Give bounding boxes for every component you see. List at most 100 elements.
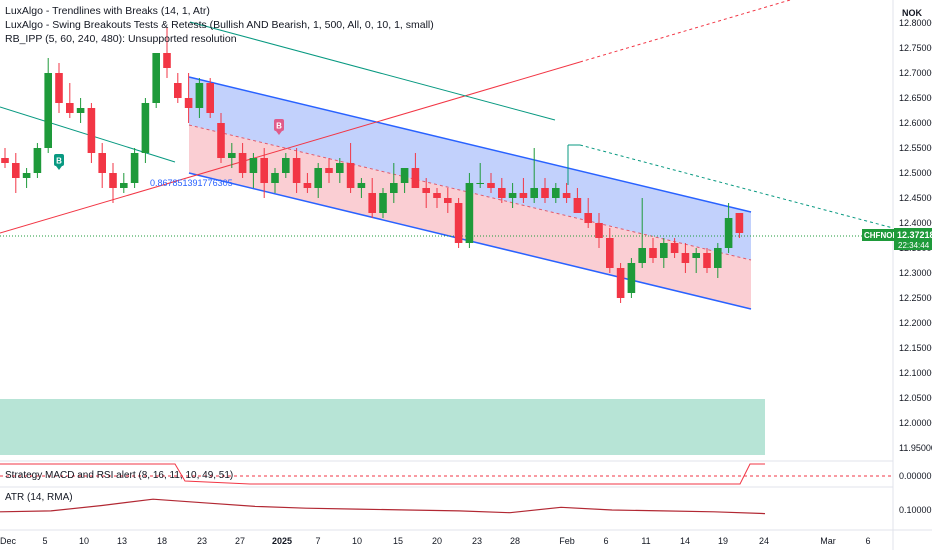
- candle-body: [552, 188, 560, 198]
- bullish-break-marker-pointer: [56, 166, 62, 170]
- candle-body: [174, 83, 182, 98]
- candle-body: [55, 73, 63, 103]
- candle-body: [217, 123, 225, 158]
- time-tick-label: 6: [865, 536, 870, 546]
- candle-body: [606, 238, 614, 268]
- price-badge-bg: [894, 228, 932, 250]
- candle-body: [530, 188, 538, 198]
- price-tick-label: 12.30000: [899, 268, 932, 278]
- candle-body: [66, 103, 74, 113]
- price-tick-label: 12.25000: [899, 293, 932, 303]
- time-tick-label: 2025: [272, 536, 292, 546]
- candle-body: [465, 183, 474, 243]
- candle-body: [692, 253, 700, 258]
- indicator-legend-swing[interactable]: LuxAlgo - Swing Breakouts Tests & Retest…: [5, 19, 434, 31]
- trendline-support-extension: [579, 0, 791, 63]
- candle-body: [314, 168, 322, 188]
- price-tick-label: 12.00000: [899, 418, 932, 428]
- candle-body: [33, 148, 42, 173]
- price-tick-label: 12.55000: [899, 143, 932, 153]
- candle-body: [660, 243, 668, 258]
- time-tick-label: 10: [352, 536, 362, 546]
- indicator-legend-trendlines[interactable]: LuxAlgo - Trendlines with Breaks (14, 1,…: [5, 5, 210, 17]
- time-tick-label: Feb: [559, 536, 575, 546]
- time-tick-label: 18: [157, 536, 167, 546]
- atr-axis-label: 0.10000: [899, 505, 932, 515]
- candle-body: [152, 53, 160, 103]
- candle-body: [584, 213, 592, 223]
- candle-body: [595, 223, 603, 238]
- price-tick-label: 12.05000: [899, 393, 932, 403]
- time-tick-label: 19: [718, 536, 728, 546]
- time-tick-label: 11: [641, 536, 650, 546]
- candle-body: [703, 253, 711, 268]
- price-tick-label: 11.95000: [899, 443, 932, 453]
- candle-body: [562, 193, 571, 198]
- candle-body: [433, 193, 441, 198]
- price-tick-label: 12.10000: [899, 368, 932, 378]
- time-tick-label: 24: [759, 536, 769, 546]
- candle-body: [228, 153, 236, 158]
- bearish-break-marker-bg: [274, 119, 284, 131]
- candle-body: [573, 198, 582, 213]
- candle-body: [282, 158, 290, 173]
- macd-pane-legend[interactable]: Strategy MACD and RSI alert (8, 16, 11, …: [5, 470, 234, 481]
- candle-body: [411, 168, 420, 188]
- candle-body: [12, 163, 20, 178]
- candle-body: [120, 183, 128, 188]
- candle-body: [498, 188, 506, 198]
- price-tick-label: 12.45000: [899, 193, 932, 203]
- price-tick-label: 12.15000: [899, 343, 932, 353]
- candle-body: [1, 158, 9, 163]
- candle-body: [336, 163, 344, 173]
- candle-body: [98, 153, 106, 173]
- candle-body: [541, 188, 549, 198]
- candle-body: [487, 183, 495, 188]
- candle-body: [292, 158, 301, 183]
- candle-body: [724, 218, 733, 248]
- atr-pane-legend[interactable]: ATR (14, RMA): [5, 492, 73, 503]
- candle-body: [508, 193, 517, 198]
- candle-body: [649, 248, 657, 258]
- candle-body: [22, 173, 31, 178]
- candle-body: [454, 203, 463, 243]
- channel-upper-line: [188, 76, 752, 213]
- candle-body: [616, 268, 625, 298]
- time-tick-label: 23: [472, 536, 482, 546]
- candle-body: [303, 183, 312, 188]
- candle-body: [163, 53, 171, 68]
- candle-body: [368, 193, 376, 213]
- time-tick-label: 23: [197, 536, 207, 546]
- candle-body: [109, 173, 117, 188]
- candle-body: [325, 168, 333, 173]
- candle-body: [670, 243, 679, 253]
- trendline-support-solid: [0, 61, 581, 234]
- candle-body: [141, 103, 150, 153]
- indicator-legend-rbipp[interactable]: RB_IPP (5, 60, 240, 480): Unsupported re…: [5, 33, 237, 45]
- time-tick-label: 28: [510, 536, 520, 546]
- trendline-annotation: 0.867851391776305: [150, 178, 233, 188]
- time-tick-label: 14: [680, 536, 690, 546]
- price-tick-label: 12.75000: [899, 43, 932, 53]
- macd-step-line: [0, 463, 765, 485]
- price-tick-label: 12.40000: [899, 218, 932, 228]
- symbol-badge: CHFNOK: [864, 231, 898, 240]
- time-tick-label: 27: [235, 536, 245, 546]
- candle-body: [519, 193, 528, 198]
- time-tick-label: 7: [315, 536, 320, 546]
- candle-body: [444, 198, 452, 203]
- candle-body: [390, 183, 398, 193]
- price-tick-label: 12.50000: [899, 168, 932, 178]
- price-tick-label: 12.70000: [899, 68, 932, 78]
- candle-body: [422, 188, 430, 193]
- time-tick-label: 15: [393, 536, 403, 546]
- atr-line: [0, 498, 766, 515]
- macd-axis-label: 0.00000: [899, 471, 932, 481]
- candle-body: [735, 213, 744, 233]
- candle-body: [400, 168, 409, 183]
- candle-body: [681, 253, 690, 263]
- candle-body: [379, 193, 387, 213]
- bearish-break-marker-pointer: [276, 131, 282, 135]
- bearish-break-marker: B: [276, 122, 282, 131]
